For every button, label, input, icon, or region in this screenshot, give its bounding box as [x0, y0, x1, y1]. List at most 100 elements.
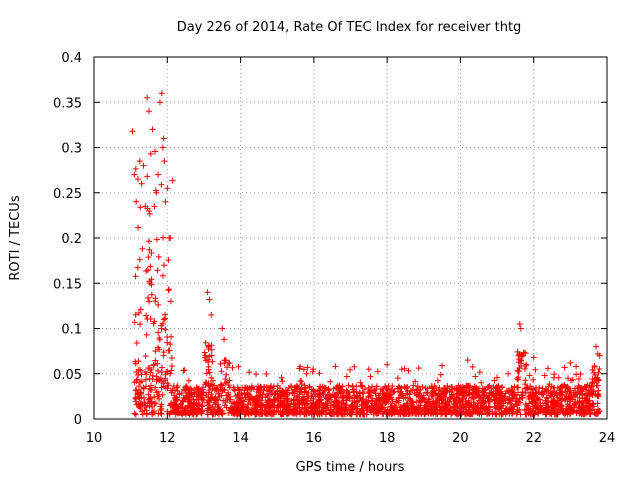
data-point [414, 387, 421, 394]
data-point [347, 410, 354, 417]
data-point [132, 165, 139, 172]
data-point [146, 279, 153, 286]
data-point [593, 343, 600, 350]
data-point [576, 399, 583, 406]
data-point [502, 397, 509, 404]
data-point [435, 391, 442, 398]
data-point [269, 403, 276, 410]
data-point [256, 387, 263, 394]
data-point [248, 383, 255, 390]
data-point [407, 387, 414, 394]
data-point [279, 378, 286, 385]
data-point [156, 99, 163, 106]
data-point [459, 396, 466, 403]
data-point [470, 404, 477, 411]
data-point [509, 390, 516, 397]
data-point [515, 384, 522, 391]
data-point [343, 402, 350, 409]
data-point [553, 391, 560, 398]
data-point [279, 388, 286, 395]
data-point [509, 405, 516, 412]
data-point [515, 376, 522, 383]
data-point [231, 399, 238, 406]
data-point [135, 358, 142, 365]
data-point [172, 396, 179, 403]
data-point [167, 387, 174, 394]
data-point [359, 409, 366, 416]
data-point [140, 162, 147, 169]
data-point [589, 367, 596, 374]
data-point [182, 387, 189, 394]
y-tick-label: 0.1 [61, 323, 82, 338]
data-point [373, 399, 380, 406]
data-point [146, 385, 153, 392]
data-point [462, 398, 469, 405]
x-tick-label: 12 [159, 431, 176, 446]
data-point [386, 394, 393, 401]
data-point [211, 395, 218, 402]
data-point [519, 389, 526, 396]
data-point [477, 394, 484, 401]
data-point [332, 391, 339, 398]
data-point [242, 394, 249, 401]
data-point [195, 400, 202, 407]
data-point [523, 402, 530, 409]
data-point [262, 394, 269, 401]
data-point [251, 405, 258, 412]
data-point [394, 375, 401, 382]
y-tick-label: 0.25 [53, 187, 82, 202]
data-point [475, 385, 482, 392]
data-point [205, 366, 212, 373]
data-point [187, 385, 194, 392]
data-point [402, 408, 409, 415]
data-point [165, 287, 172, 294]
data-point [137, 306, 144, 313]
data-point [256, 411, 263, 418]
data-point [453, 393, 460, 400]
data-point [220, 397, 227, 404]
data-point [384, 361, 391, 368]
data-point [460, 404, 467, 411]
data-point [261, 407, 268, 414]
data-point [570, 389, 577, 396]
data-point [211, 382, 218, 389]
data-point [215, 390, 222, 397]
data-point [155, 253, 162, 260]
data-point [589, 380, 596, 387]
data-point [451, 407, 458, 414]
x-tick-label: 18 [379, 431, 396, 446]
data-point [148, 250, 155, 257]
data-point [261, 384, 268, 391]
data-point [466, 408, 473, 415]
data-point [329, 408, 336, 415]
data-point [510, 406, 517, 413]
data-point [551, 405, 558, 412]
y-axis-label: ROTI / TECUs [8, 195, 23, 280]
data-point [208, 406, 215, 413]
data-point [152, 187, 159, 194]
data-point [313, 405, 320, 412]
data-point [350, 386, 357, 393]
data-point [244, 391, 251, 398]
data-point [590, 401, 597, 408]
data-point [132, 273, 139, 280]
data-point [297, 411, 304, 418]
data-point [476, 369, 483, 376]
data-point [494, 374, 501, 381]
data-point [144, 205, 151, 212]
data-point [513, 401, 520, 408]
data-point [208, 352, 215, 359]
data-point [415, 365, 422, 372]
data-point [146, 365, 153, 372]
data-point [227, 405, 234, 412]
data-point [415, 405, 422, 412]
data-point [506, 395, 513, 402]
data-point [156, 377, 163, 384]
data-point [427, 403, 434, 410]
data-point [367, 392, 374, 399]
data-point [326, 391, 333, 398]
data-point [300, 396, 307, 403]
data-point [218, 381, 225, 388]
data-point [315, 393, 322, 400]
data-point [201, 349, 208, 356]
